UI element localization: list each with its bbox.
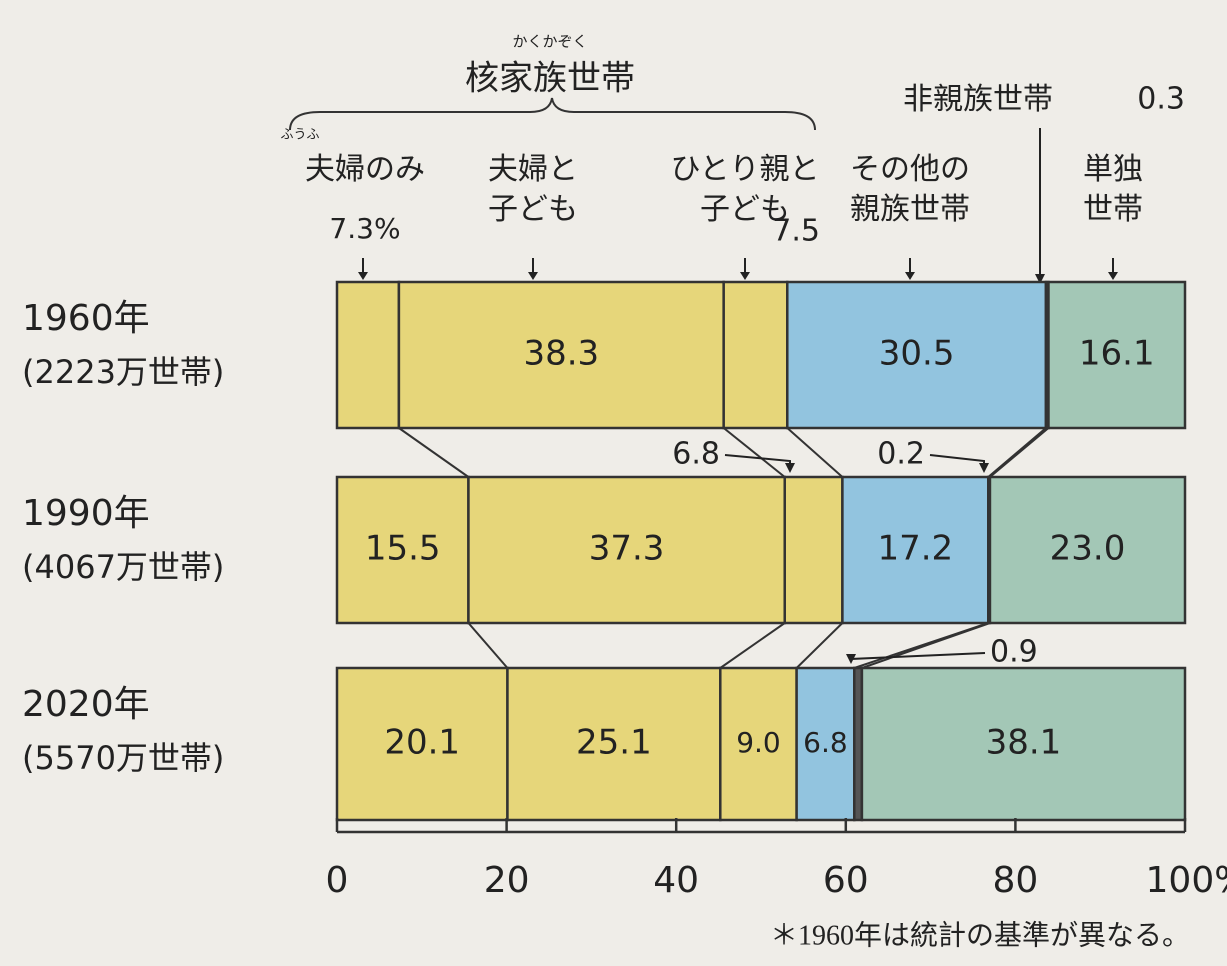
series-label: 夫婦のみ [305,152,425,187]
bar-segment [719,666,798,822]
connector [989,427,1050,478]
value-label: 6.8 [803,726,848,759]
callout-line [850,652,986,662]
bar-segment [335,475,470,625]
category-note: (5570万世帯) [22,739,224,777]
connector [719,622,786,669]
value-label: 15.5 [365,529,441,569]
value-label: 30.5 [879,334,955,374]
series-label: その他の親族世帯 [850,152,970,227]
value-label: 25.1 [576,723,652,763]
arrow-head [979,463,989,473]
bar-segment [335,280,401,430]
bar-segment [722,280,789,430]
connector [723,427,786,478]
value-label: 20.1 [384,723,460,763]
bar-segment [467,475,786,625]
connector [987,427,1047,478]
connector [398,427,470,478]
callout-line [929,454,985,471]
x-tick-label: 80 [992,860,1038,901]
bar-segment [335,666,509,822]
arrow-head [1108,272,1118,280]
arrow-head [785,463,795,473]
group-brace [289,97,816,131]
arrow-head [1035,274,1045,284]
arrow-head [528,272,538,280]
bar-segment [506,666,722,822]
x-tick-label: 20 [484,860,530,901]
x-tick-label: 100% [1146,860,1227,901]
bar-segment [1047,280,1187,430]
value-label: 38.3 [523,334,599,374]
category-label: 1990年 [22,493,150,534]
series-label: 単独世帯 [1083,152,1143,227]
arrow-head [740,272,750,280]
value-label: 16.1 [1079,334,1155,374]
bar-segment [783,475,844,625]
value-label: 9.0 [736,726,781,759]
value-label: 7.3% [329,212,400,245]
group-reading: かくかぞく [512,33,587,51]
value-label: 0.3 [1137,82,1185,117]
arrow-head [846,654,856,664]
bar-segment [786,280,1048,430]
connector [467,622,509,669]
series-label: 夫婦と子ども [488,152,578,227]
group-label: 核家族世帯 [465,59,635,99]
bar-segment [841,475,990,625]
x-tick-label: 0 [326,860,349,901]
category-note: (4067万世帯) [22,548,224,586]
connector [786,427,844,478]
value-label: 17.2 [877,529,953,569]
bar-segment [860,666,1187,822]
connector [795,622,844,669]
x-tick-label: 60 [823,860,869,901]
category-note: (2223万世帯) [22,353,224,391]
connector [861,622,991,669]
callout-line [724,454,791,471]
value-label: 7.5 [772,214,820,249]
footnote: ＊1960年は統計の基準が異なる。 [770,919,1190,951]
series-label: 非親族世帯 [903,82,1053,117]
series-label: ひとり親と子ども [670,152,820,227]
category-label: 1960年 [22,298,150,339]
arrow-head [905,272,915,280]
bar-segment [988,475,1187,625]
category-label: 2020年 [22,684,150,725]
value-label: 37.3 [589,529,665,569]
x-tick-label: 40 [653,860,699,901]
value-label: 6.8 [672,437,720,472]
arrow-head [358,272,368,280]
reading: ふうふ [280,128,319,143]
value-label: 0.2 [877,437,925,472]
value-label: 38.1 [986,723,1062,763]
value-label: 0.9 [990,635,1038,670]
value-label: 23.0 [1050,529,1126,569]
